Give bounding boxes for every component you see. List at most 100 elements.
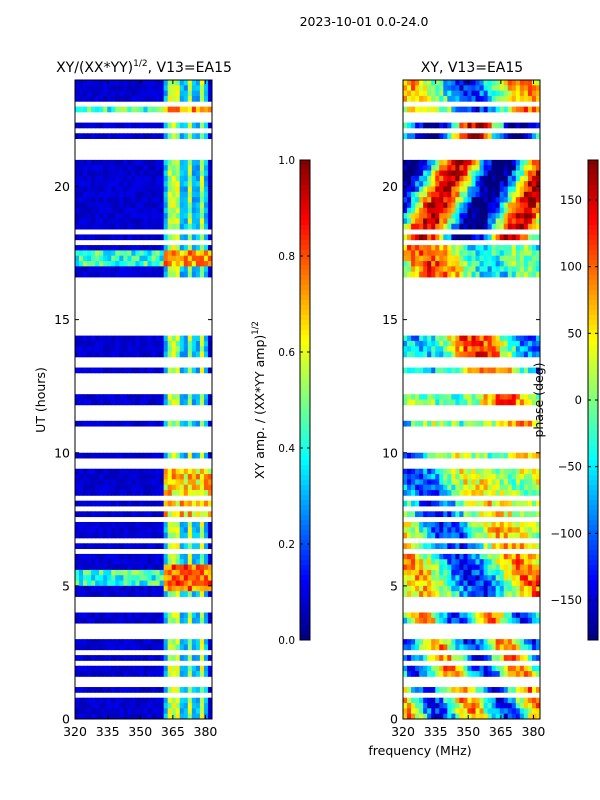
heatmap-cell — [503, 553, 509, 560]
heatmap-cell — [111, 708, 116, 715]
heatmap-cell — [103, 266, 108, 273]
heatmap-cell — [91, 250, 96, 257]
heatmap-cell — [447, 527, 452, 534]
heatmap-cell — [195, 346, 201, 352]
heatmap-cell — [207, 351, 213, 358]
colorbar-swatch — [588, 395, 598, 401]
heatmap-cell — [491, 346, 497, 352]
heatmap-cell — [535, 399, 541, 406]
heatmap-cell — [483, 399, 489, 406]
heatmap-cell — [183, 665, 189, 672]
heatmap-cell — [183, 553, 189, 560]
heatmap-cell — [491, 500, 497, 507]
heatmap-cell — [515, 612, 521, 619]
heatmap-cell — [95, 575, 100, 581]
heatmap-cell — [83, 644, 88, 651]
colorbar-tick-label: −50 — [558, 460, 582, 474]
heatmap-cell — [135, 617, 140, 624]
heatmap-cell — [495, 394, 501, 400]
heatmap-cell — [159, 639, 165, 645]
heatmap-cell — [423, 617, 428, 624]
heatmap-cell — [459, 708, 464, 715]
heatmap-cell — [167, 697, 173, 704]
colorbar-swatch — [300, 180, 310, 186]
heatmap-cell — [143, 346, 148, 352]
heatmap-cell — [447, 644, 452, 651]
heatmap-cell — [159, 527, 165, 534]
heatmap-cell — [107, 165, 112, 171]
heatmap-cell — [199, 367, 205, 374]
heatmap-cell — [471, 474, 476, 480]
heatmap-cell — [447, 122, 452, 129]
heatmap-cell — [467, 271, 472, 278]
heatmap-cell — [419, 250, 424, 257]
heatmap-cell — [419, 367, 424, 374]
heatmap-cell — [455, 213, 460, 219]
heatmap-cell — [427, 218, 432, 225]
heatmap-cell — [507, 170, 513, 177]
heatmap-cell — [423, 644, 428, 651]
heatmap-cell — [107, 644, 112, 651]
heatmap-cell — [87, 617, 92, 624]
heatmap-cell — [115, 85, 120, 92]
heatmap-cell — [107, 80, 112, 86]
heatmap-cell — [419, 697, 424, 704]
heatmap-cell — [99, 521, 104, 528]
heatmap-cell — [179, 655, 185, 661]
heatmap-cell — [419, 218, 424, 225]
heatmap-cell — [507, 340, 513, 347]
heatmap-cell — [403, 95, 408, 102]
heatmap-cell — [523, 250, 529, 257]
heatmap-cell — [191, 564, 197, 571]
heatmap-cell — [195, 703, 201, 709]
heatmap-cell — [419, 655, 424, 661]
heatmap-cell — [207, 367, 213, 374]
heatmap-cell — [475, 484, 480, 491]
heatmap-cell — [191, 500, 197, 507]
heatmap-cell — [451, 261, 456, 267]
heatmap-cell — [159, 181, 165, 187]
heatmap-cell — [431, 191, 436, 198]
heatmap-cell — [535, 639, 541, 645]
heatmap-cell — [107, 617, 112, 624]
heatmap-cell — [535, 122, 541, 129]
heatmap-cell — [499, 484, 505, 491]
heatmap-cell — [483, 585, 489, 592]
heatmap-cell — [151, 346, 156, 352]
heatmap-cell — [463, 527, 468, 534]
heatmap-cell — [495, 708, 501, 715]
heatmap-cell — [527, 165, 533, 171]
heatmap-cell — [415, 591, 420, 597]
colorbar-swatch — [588, 230, 598, 236]
heatmap-cell — [111, 665, 116, 672]
heatmap-cell — [459, 468, 464, 475]
heatmap-cell — [155, 394, 161, 400]
heatmap-cell — [199, 543, 205, 550]
heatmap-cell — [471, 500, 476, 507]
heatmap-cell — [471, 170, 476, 177]
heatmap-cell — [195, 511, 201, 518]
heatmap-cell — [451, 90, 456, 97]
heatmap-cell — [127, 521, 132, 528]
heatmap-cell — [203, 655, 209, 661]
heatmap-cell — [207, 234, 213, 241]
heatmap-cell — [459, 687, 464, 693]
heatmap-cell — [475, 665, 480, 672]
heatmap-cell — [131, 197, 136, 203]
colorbar-swatch — [588, 440, 598, 446]
heatmap-cell — [87, 500, 92, 507]
heatmap-cell — [115, 527, 120, 534]
heatmap-cell — [439, 420, 444, 427]
heatmap-cell — [531, 452, 537, 459]
heatmap-cell — [187, 95, 193, 102]
heatmap-cell — [479, 553, 484, 560]
heatmap-cell — [419, 80, 424, 86]
heatmap-cell — [123, 394, 128, 400]
heatmap-cell — [167, 468, 173, 475]
heatmap-cell — [515, 490, 521, 496]
heatmap-cell — [147, 511, 152, 518]
heatmap-cell — [147, 181, 152, 187]
heatmap-cell — [167, 202, 173, 209]
heatmap-cell — [187, 197, 193, 203]
heatmap-cell — [511, 271, 517, 278]
